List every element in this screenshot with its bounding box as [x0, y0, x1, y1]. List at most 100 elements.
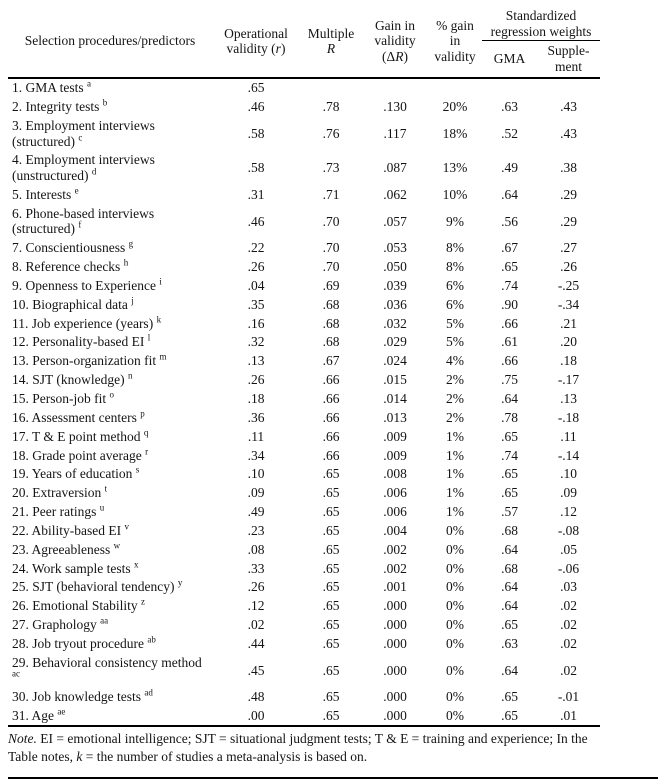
predictor-label: 3. Employment interviews (structured) c [8, 116, 212, 151]
pct-gain-cell: 1% [428, 502, 482, 521]
operational-validity-cell: .46 [212, 204, 300, 239]
footnote-marker: a [87, 79, 91, 89]
predictor-label: 10. Biographical data j [8, 295, 212, 314]
operational-validity-cell: .23 [212, 521, 300, 540]
gma-weight-cell: .63 [482, 634, 537, 653]
gain-in-validity-cell: .062 [362, 185, 428, 204]
gma-weight-cell: .68 [482, 521, 537, 540]
gain-in-validity-cell: .002 [362, 540, 428, 559]
operational-validity-cell: .10 [212, 465, 300, 484]
gma-weight-cell [482, 78, 537, 98]
operational-validity-cell: .49 [212, 502, 300, 521]
footnote-marker: b [103, 98, 108, 108]
gma-weight-cell: .52 [482, 116, 537, 151]
supplement-weight-cell: .02 [537, 653, 600, 688]
predictor-label: 25. SJT (behavioral tendency) y [8, 578, 212, 597]
supplement-weight-cell: -.08 [537, 521, 600, 540]
operational-validity-cell: .44 [212, 634, 300, 653]
header-gma: GMA [482, 41, 537, 78]
gain-in-validity-cell: .000 [362, 653, 428, 688]
gma-weight-cell: .64 [482, 653, 537, 688]
multiple-r-cell: .66 [300, 389, 362, 408]
multiple-r-cell: .68 [300, 295, 362, 314]
pct-gain-cell: 2% [428, 371, 482, 390]
supplement-weight-cell: .02 [537, 634, 600, 653]
supplement-weight-cell: .11 [537, 427, 600, 446]
supplement-weight-cell: -.17 [537, 371, 600, 390]
gain-in-validity-cell: .029 [362, 333, 428, 352]
gain-in-validity-cell: .009 [362, 446, 428, 465]
results-table: Selection procedures/predictors Operatio… [8, 6, 600, 727]
gain-in-validity-cell: .004 [362, 521, 428, 540]
pct-gain-cell [428, 78, 482, 98]
supplement-weight-cell: .13 [537, 389, 600, 408]
supplement-weight-cell: .29 [537, 204, 600, 239]
operational-validity-cell: .46 [212, 97, 300, 116]
gma-weight-cell: .65 [482, 484, 537, 503]
table-row: 4. Employment interviews (unstructured) … [8, 151, 600, 186]
pct-gain-cell: 0% [428, 597, 482, 616]
pct-gain-cell: 0% [428, 559, 482, 578]
operational-validity-cell: .26 [212, 258, 300, 277]
footnote-marker: g [129, 239, 134, 249]
predictor-label: 6. Phone-based interviews (structured) f [8, 204, 212, 239]
gma-weight-cell: .74 [482, 276, 537, 295]
footnote-marker: o [110, 390, 115, 400]
pct-gain-cell: 0% [428, 616, 482, 635]
supplement-weight-cell: -.14 [537, 446, 600, 465]
multiple-r-cell: .70 [300, 258, 362, 277]
multiple-r-cell: .65 [300, 559, 362, 578]
supplement-weight-cell: .10 [537, 465, 600, 484]
gma-weight-cell: .64 [482, 389, 537, 408]
footnote-marker: j [131, 295, 134, 305]
operational-validity-cell: .13 [212, 352, 300, 371]
gma-weight-cell: .90 [482, 295, 537, 314]
predictor-label: 16. Assessment centers p [8, 408, 212, 427]
gain-in-validity-cell: .006 [362, 484, 428, 503]
gain-in-validity-cell: .009 [362, 427, 428, 446]
gma-weight-cell: .64 [482, 597, 537, 616]
supplement-weight-cell: .38 [537, 151, 600, 186]
table-row: 25. SJT (behavioral tendency) y.26.65.00… [8, 578, 600, 597]
pct-gain-cell: 5% [428, 314, 482, 333]
multiple-r-cell: .70 [300, 239, 362, 258]
header-row-top: Selection procedures/predictors Operatio… [8, 6, 600, 41]
gain-in-validity-cell: .000 [362, 707, 428, 727]
supplement-weight-cell: .26 [537, 258, 600, 277]
predictor-label: 5. Interests e [8, 185, 212, 204]
predictor-label: 1. GMA tests a [8, 78, 212, 98]
gain-in-validity-cell: .036 [362, 295, 428, 314]
operational-validity-cell: .11 [212, 427, 300, 446]
supplement-weight-cell: .43 [537, 116, 600, 151]
multiple-r-cell: .67 [300, 352, 362, 371]
supplement-weight-cell: .01 [537, 707, 600, 727]
multiple-r-cell: .73 [300, 151, 362, 186]
gma-weight-cell: .75 [482, 371, 537, 390]
predictor-label: 22. Ability-based EI v [8, 521, 212, 540]
footnote-marker: c [78, 132, 82, 142]
predictor-label: 9. Openness to Experience i [8, 276, 212, 295]
operational-validity-cell: .04 [212, 276, 300, 295]
operational-validity-cell: .12 [212, 597, 300, 616]
supplement-weight-cell: .02 [537, 597, 600, 616]
footnote-marker: i [159, 276, 162, 286]
gain-in-validity-cell: .000 [362, 616, 428, 635]
predictor-label: 24. Work sample tests x [8, 559, 212, 578]
pct-gain-cell: 9% [428, 204, 482, 239]
supplement-weight-cell: .21 [537, 314, 600, 333]
predictor-label: 27. Graphology aa [8, 616, 212, 635]
operational-validity-cell: .22 [212, 239, 300, 258]
